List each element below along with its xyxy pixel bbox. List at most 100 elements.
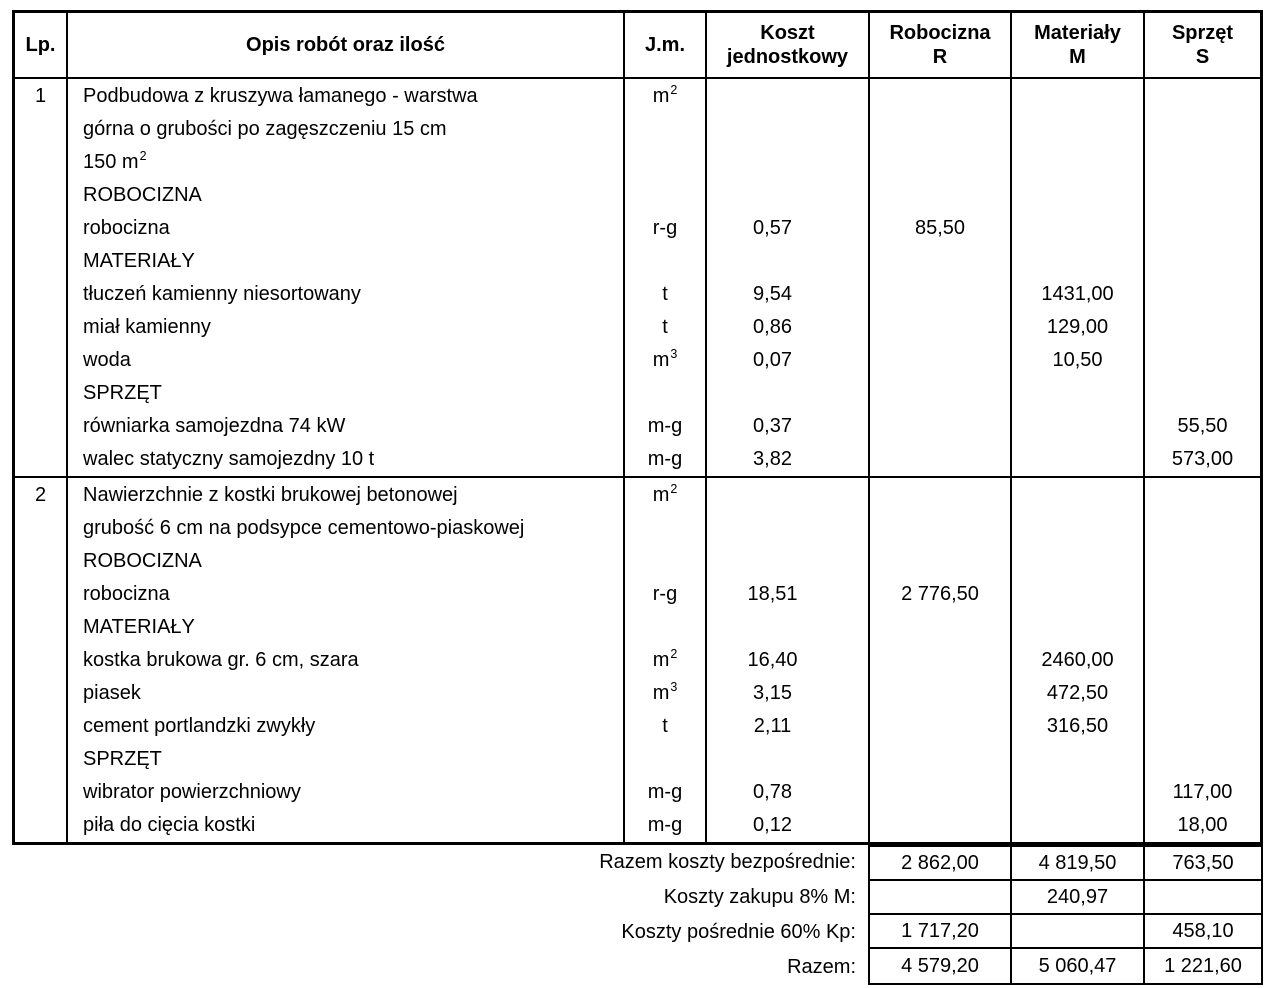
summary-cell-equipment: 763,50 [1145, 847, 1261, 881]
cell-labor [870, 343, 1012, 377]
cell-unit [625, 544, 707, 578]
cell-unit-cost: 0,07 [707, 343, 870, 377]
cell-materials [1012, 478, 1145, 512]
cell-unit-cost: 3,15 [707, 676, 870, 710]
cell-materials: 472,50 [1012, 676, 1145, 710]
cell-labor [870, 409, 1012, 443]
cell-description: piła do cięcia kostki [68, 808, 625, 842]
column-header-materialy: Materiały M [1012, 13, 1145, 77]
cell-labor [870, 244, 1012, 278]
summary-cell-materials: 240,97 [1012, 881, 1145, 915]
cell-unit-cost: 0,86 [707, 310, 870, 344]
cell-unit-cost: 2,11 [707, 709, 870, 743]
cell-lp [15, 808, 68, 842]
cell-unit-cost [707, 244, 870, 278]
cell-description: miał kamienny [68, 310, 625, 344]
cell-equipment [1145, 79, 1260, 112]
column-header-opis: Opis robót oraz ilość [68, 13, 625, 77]
cell-description: piasek [68, 676, 625, 710]
cell-equipment: 18,00 [1177, 814, 1228, 837]
cell-description: górna o grubości po zagęszczeniu 15 cm [68, 112, 625, 146]
cell-description: wibrator powierzchniowy [68, 775, 625, 809]
cell-unit-cost: 9,54 [707, 277, 870, 311]
cell-description: ROBOCIZNA [68, 178, 625, 212]
cell-labor [870, 310, 1012, 344]
summary-label: Razem: [787, 956, 856, 978]
cell-equipment [1145, 511, 1260, 544]
cell-labor [870, 376, 1012, 410]
cell-unit [625, 376, 707, 410]
cell-unit-cost [707, 544, 870, 578]
cell-description: MATERIAŁY [68, 610, 625, 644]
cell-unit-cost: 16,40 [707, 643, 870, 677]
summary-label: Koszty zakupu 8% M: [663, 886, 856, 908]
cell-description: robocizna [68, 577, 625, 611]
table-body: 1 Podbudowa z kruszywa łamanego - warstwa… [15, 79, 1260, 842]
cell-materials [1012, 244, 1145, 278]
cell-unit [625, 178, 707, 212]
cell-lp [15, 178, 68, 212]
cell-equipment [1145, 677, 1260, 710]
cell-unit [625, 244, 707, 278]
table-header-row: Lp. Opis robót oraz ilość J.m. Koszt jed… [15, 13, 1260, 79]
cell-materials [1012, 775, 1145, 809]
cell-equipment [1145, 377, 1260, 410]
cell-lp [15, 775, 68, 809]
summary-label: Koszty pośrednie 60% Kp: [621, 921, 856, 943]
cell-materials [1012, 544, 1145, 578]
cell-unit-cost [707, 145, 870, 179]
cell-unit: t [625, 709, 707, 743]
cell-equipment [1145, 478, 1260, 511]
table-section-1: 1 Podbudowa z kruszywa łamanego - warstwa… [15, 79, 1260, 478]
summary-cell-equipment [1145, 881, 1261, 915]
cell-unit-cost: 0,78 [707, 775, 870, 809]
cell-lp [15, 544, 68, 578]
cell-description: kostka brukowa gr. 6 cm, szara [68, 643, 625, 677]
cell-labor [870, 676, 1012, 710]
column-header-koszt: Koszt jednostkowy [707, 13, 870, 77]
cell-labor [870, 643, 1012, 677]
cell-labor: 85,50 [870, 211, 1012, 245]
summary-cell-labor [870, 881, 1012, 915]
cell-labor [870, 808, 1012, 842]
cell-materials: 10,50 [1012, 343, 1145, 377]
cell-description: Nawierzchnie z kostki brukowej betonowej [68, 478, 625, 512]
summary-label: Razem koszty bezpośrednie: [599, 851, 856, 873]
cell-materials [1012, 145, 1145, 179]
cell-unit [625, 145, 707, 179]
cell-description: woda [68, 343, 625, 377]
column-header-robocizna: Robocizna R [870, 13, 1012, 77]
cell-description: cement portlandzki zwykły [68, 709, 625, 743]
cell-unit-cost [707, 112, 870, 146]
cell-labor [870, 709, 1012, 743]
cell-description: równiarka samojezdna 74 kW [68, 409, 625, 443]
cell-materials: 2460,00 [1012, 643, 1145, 677]
cell-unit-cost: 0,37 [707, 409, 870, 443]
cell-equipment: 117,00 [1172, 781, 1233, 804]
summary-cell-materials [1012, 915, 1145, 949]
summary-cell-labor: 2 862,00 [870, 847, 1012, 881]
cell-labor [870, 511, 1012, 545]
cell-labor [870, 442, 1012, 476]
cell-materials [1012, 511, 1145, 545]
cell-unit-cost: 0,57 [707, 211, 870, 245]
cell-materials [1012, 808, 1145, 842]
cell-unit: t [625, 310, 707, 344]
cell-unit-cost [707, 511, 870, 545]
cell-unit-cost [707, 79, 870, 113]
cell-lp [15, 211, 68, 245]
cell-unit [625, 112, 707, 146]
cell-description: MATERIAŁY [68, 244, 625, 278]
cell-unit-cost [707, 376, 870, 410]
cell-materials [1012, 742, 1145, 776]
cell-labor: 2 776,50 [870, 577, 1012, 611]
cell-lp [15, 577, 68, 611]
cell-lp: 2 [15, 478, 68, 512]
cell-equipment [1145, 544, 1260, 577]
cell-lp [15, 145, 68, 179]
cell-equipment [1145, 112, 1260, 145]
